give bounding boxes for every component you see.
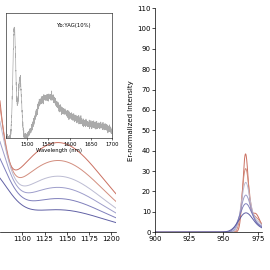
Y-axis label: Er-normalized Intensity: Er-normalized Intensity [129,80,134,161]
